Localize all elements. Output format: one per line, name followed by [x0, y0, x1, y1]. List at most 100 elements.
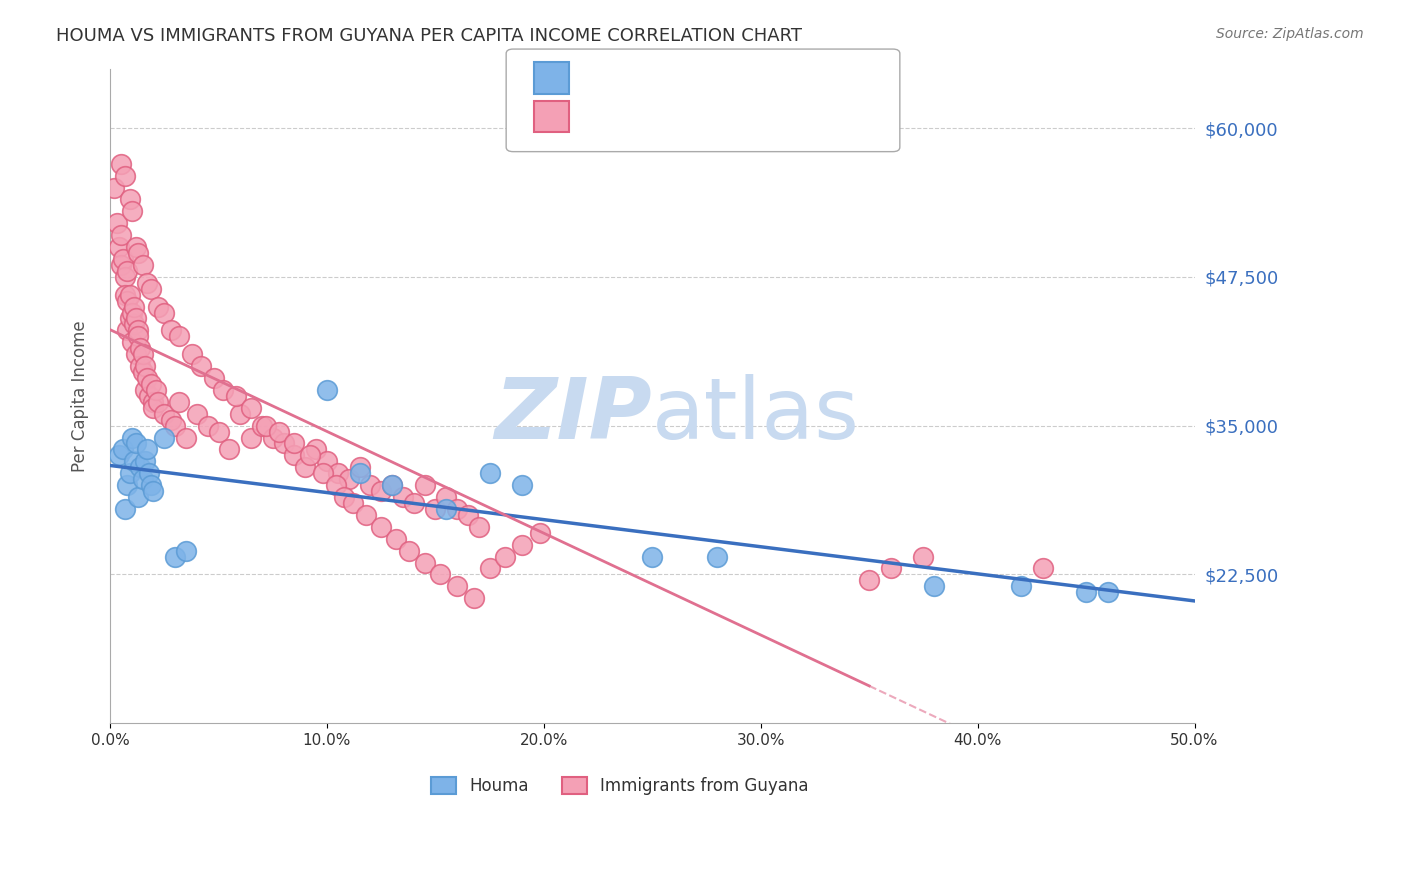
Point [129, 341, 152, 355]
Text: N =: N = [696, 69, 727, 87]
Point [269, 425, 291, 439]
Point [146, 300, 169, 314]
Point [127, 323, 149, 337]
Point [370, 484, 392, 499]
Point [138, 467, 160, 481]
Point [121, 305, 143, 319]
Point [529, 525, 551, 540]
Point [478, 467, 501, 481]
Point [110, 228, 132, 243]
Point [112, 252, 135, 266]
Point [1074, 585, 1097, 599]
Point [218, 442, 240, 457]
Point [478, 561, 501, 575]
Point [402, 496, 425, 510]
Point [117, 478, 139, 492]
Point [118, 311, 141, 326]
Point [229, 407, 252, 421]
Point [142, 484, 165, 499]
Text: ZIP: ZIP [495, 374, 652, 457]
Point [114, 169, 136, 183]
Point [165, 418, 187, 433]
Point [117, 323, 139, 337]
Point [114, 502, 136, 516]
Point [316, 383, 339, 397]
Point [136, 276, 159, 290]
Point [283, 449, 305, 463]
Point [197, 418, 219, 433]
Point [337, 472, 360, 486]
Text: R =: R = [578, 107, 609, 125]
Point [159, 323, 181, 337]
Point [273, 436, 295, 450]
Point [325, 478, 347, 492]
Point [349, 467, 371, 481]
Point [1032, 561, 1054, 575]
Point [333, 490, 356, 504]
Point [114, 287, 136, 301]
Point [298, 449, 321, 463]
Point [446, 502, 468, 516]
Point [131, 365, 153, 379]
Point [250, 418, 273, 433]
Point [141, 478, 163, 492]
Point [641, 549, 664, 564]
Point [125, 240, 148, 254]
Point [129, 460, 152, 475]
Point [107, 449, 129, 463]
Point [190, 359, 212, 373]
Point [159, 412, 181, 426]
Point [174, 543, 197, 558]
Point [145, 383, 167, 397]
Point [142, 394, 165, 409]
Point [463, 591, 485, 606]
Point [370, 520, 392, 534]
Point [129, 359, 152, 373]
Point [118, 467, 141, 481]
Point [254, 418, 277, 433]
Point [165, 549, 187, 564]
Point [1097, 585, 1119, 599]
Point [706, 549, 728, 564]
Point [125, 311, 148, 326]
Point [392, 490, 415, 504]
Point [181, 347, 204, 361]
Point [127, 490, 149, 504]
Point [429, 567, 451, 582]
Point [212, 383, 235, 397]
Text: Source: ZipAtlas.com: Source: ZipAtlas.com [1216, 27, 1364, 41]
Point [434, 502, 457, 516]
Point [169, 394, 191, 409]
Point [127, 329, 149, 343]
Point [121, 335, 143, 350]
Point [359, 478, 381, 492]
Point [136, 442, 159, 457]
Point [141, 282, 163, 296]
Point [134, 454, 156, 468]
Point [141, 376, 163, 391]
Point [922, 579, 945, 593]
Point [153, 305, 176, 319]
Point [240, 401, 263, 415]
Point [142, 401, 165, 415]
Point [294, 460, 316, 475]
Point [494, 549, 516, 564]
Text: N =: N = [696, 107, 727, 125]
Text: R =: R = [578, 69, 609, 87]
Point [125, 436, 148, 450]
Text: atlas: atlas [652, 374, 860, 457]
Point [103, 180, 125, 194]
Point [468, 520, 491, 534]
Point [342, 496, 364, 510]
Point [121, 204, 143, 219]
Point [510, 538, 533, 552]
Point [131, 472, 153, 486]
Point [174, 431, 197, 445]
Point [117, 293, 139, 308]
Text: 31: 31 [735, 69, 758, 87]
Point [225, 389, 247, 403]
Point [122, 454, 145, 468]
Point [134, 359, 156, 373]
Point [880, 561, 903, 575]
Point [912, 549, 935, 564]
